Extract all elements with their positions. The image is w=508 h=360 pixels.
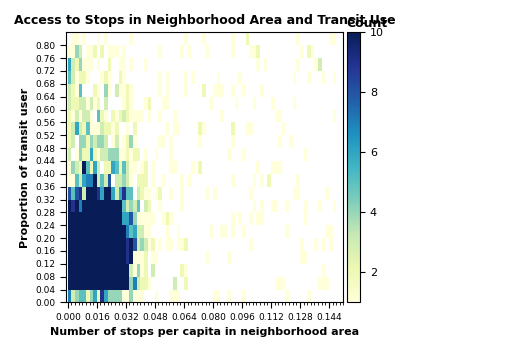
Y-axis label: Proportion of transit user: Proportion of transit user <box>20 87 30 248</box>
Text: Count: Count <box>346 17 388 30</box>
X-axis label: Number of stops per capita in neighborhood area: Number of stops per capita in neighborho… <box>50 327 359 337</box>
Title: Access to Stops in Neighborhood Area and Transit Use: Access to Stops in Neighborhood Area and… <box>14 14 396 27</box>
